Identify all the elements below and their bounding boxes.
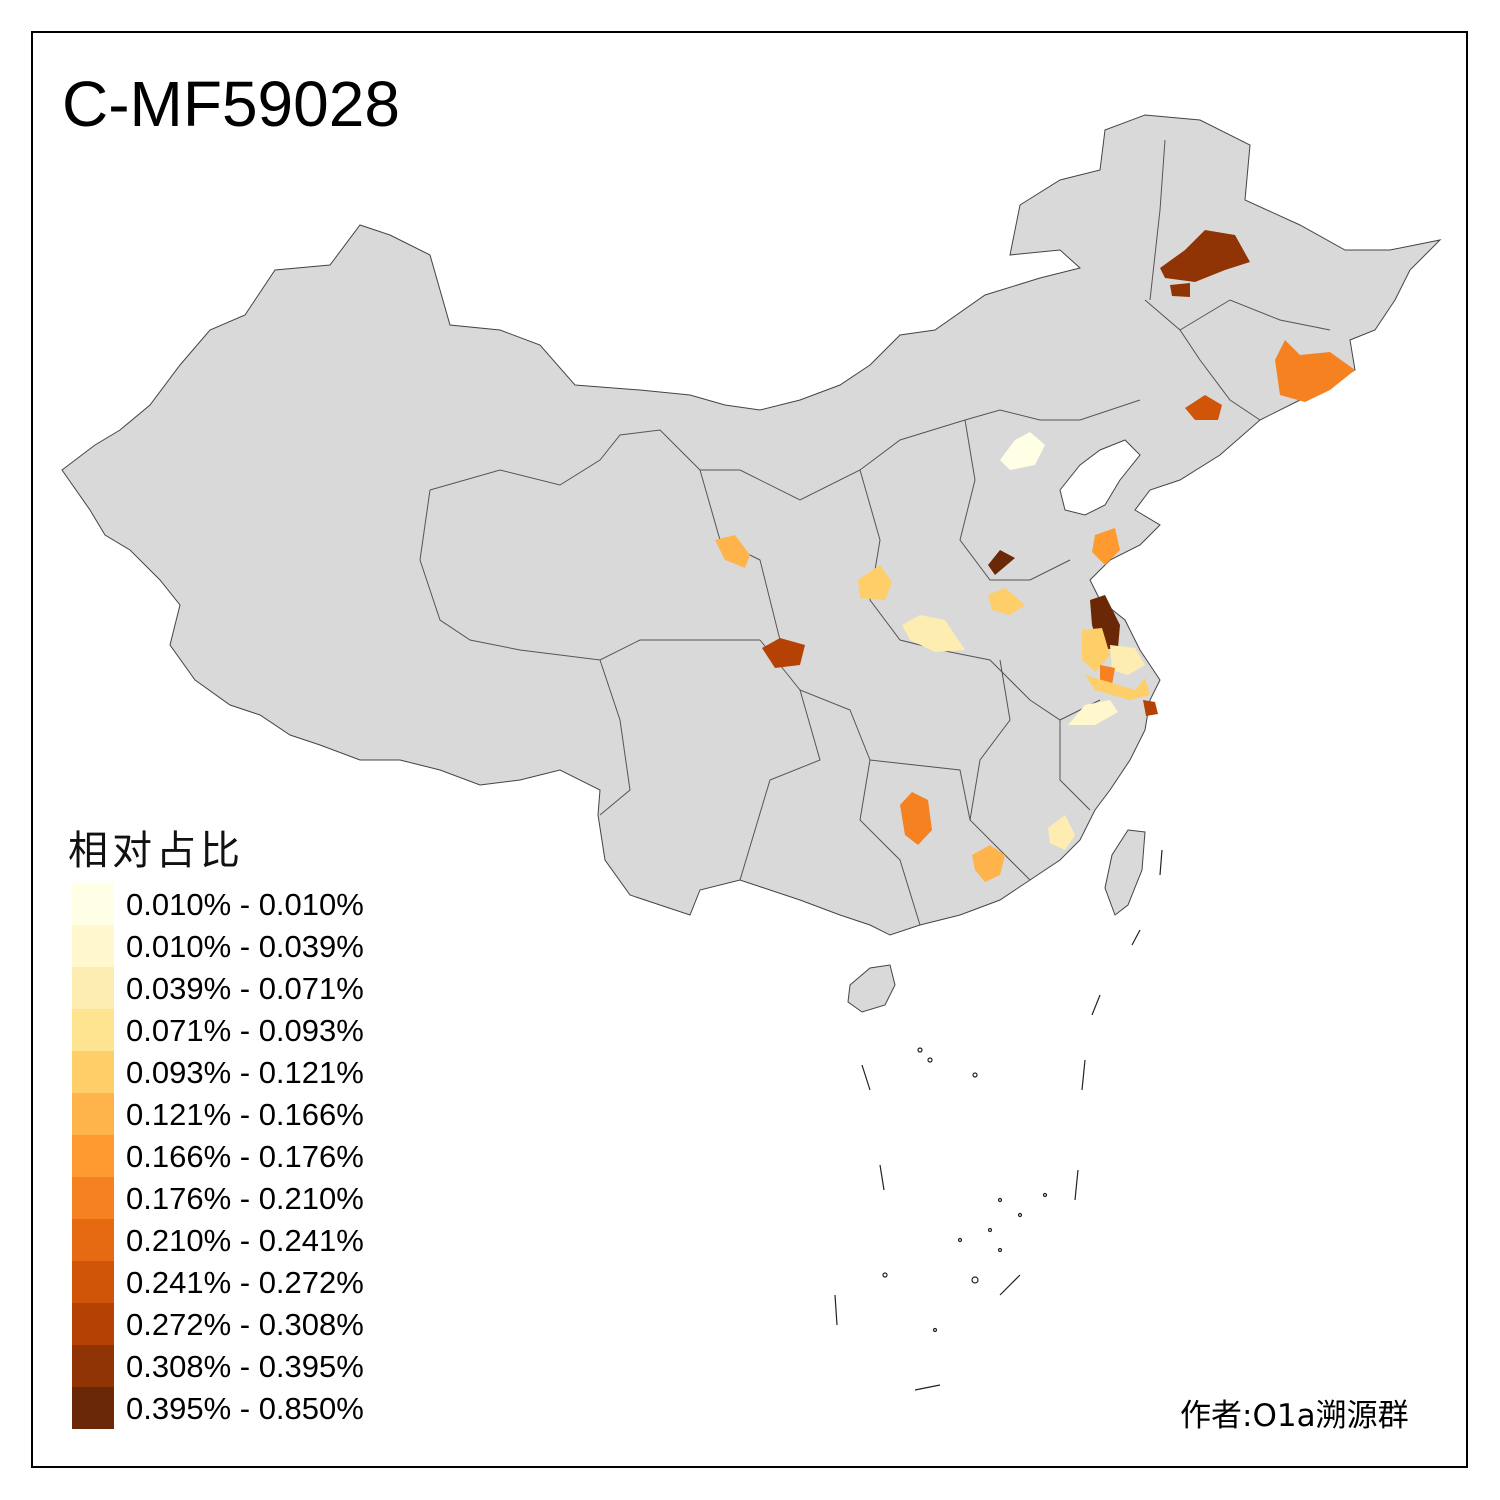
region-shanxi-south — [988, 550, 1015, 575]
taiwan-island — [1104, 829, 1146, 916]
region-sichuan-north — [762, 638, 805, 668]
hainan-island — [847, 964, 896, 1013]
region-shanghai — [1143, 700, 1158, 716]
legend-label: 0.272% - 0.308% — [126, 1307, 364, 1342]
legend-swatch — [72, 1051, 114, 1093]
region-jiangsu-anhui-b — [1110, 645, 1145, 675]
legend-label: 0.210% - 0.241% — [126, 1223, 364, 1258]
legend-swatch — [72, 1009, 114, 1051]
legend-item: 0.010% - 0.039% — [72, 925, 412, 967]
legend-item: 0.166% - 0.176% — [72, 1135, 412, 1177]
legend-item: 0.241% - 0.272% — [72, 1261, 412, 1303]
legend-swatch — [72, 1135, 114, 1177]
region-jiangsu-anhui-d — [1085, 675, 1150, 700]
bohai-sea — [1059, 439, 1141, 516]
region-qinghai-east — [715, 535, 750, 568]
legend-swatch — [72, 1387, 114, 1429]
legend-item: 0.176% - 0.210% — [72, 1177, 412, 1219]
legend-swatch — [72, 1261, 114, 1303]
legend-item: 0.093% - 0.121% — [72, 1051, 412, 1093]
legend-label: 0.395% - 0.850% — [126, 1391, 364, 1426]
china-landmass — [61, 114, 1442, 936]
legend-label: 0.308% - 0.395% — [126, 1349, 364, 1384]
legend-label: 0.093% - 0.121% — [126, 1055, 364, 1090]
legend-item: 0.308% - 0.395% — [72, 1345, 412, 1387]
legend-swatch — [72, 925, 114, 967]
legend-label: 0.039% - 0.071% — [126, 971, 364, 1006]
region-heilongjiang-small — [1170, 283, 1190, 297]
legend-label: 0.166% - 0.176% — [126, 1139, 364, 1174]
legend-swatch — [72, 1345, 114, 1387]
legend-swatch — [72, 1177, 114, 1219]
region-hunan-central — [900, 792, 932, 845]
region-gansu-east — [858, 565, 892, 600]
legend-swatch — [72, 883, 114, 925]
legend-item: 0.071% - 0.093% — [72, 1009, 412, 1051]
region-jiangsu-anhui-c — [1100, 665, 1115, 685]
region-henan-north — [988, 588, 1025, 615]
legend-item: 0.010% - 0.010% — [72, 883, 412, 925]
region-heilongjiang-north — [1160, 230, 1250, 282]
legend-item: 0.395% - 0.850% — [72, 1387, 412, 1429]
legend-label: 0.071% - 0.093% — [126, 1013, 364, 1048]
south-sea-islands — [834, 849, 1163, 1391]
region-beijing — [1000, 432, 1045, 470]
region-jilin-east — [1275, 340, 1355, 402]
map-frame — [31, 31, 1468, 1468]
legend-swatch — [72, 1093, 114, 1135]
map-title: C-MF59028 — [62, 68, 400, 140]
highlighted-regions — [715, 230, 1355, 882]
legend-label: 0.010% - 0.039% — [126, 929, 364, 964]
region-anhui-south — [1068, 700, 1118, 725]
legend-swatch — [72, 1219, 114, 1261]
legend-title: 相对占比 — [68, 828, 244, 874]
legend-item: 0.039% - 0.071% — [72, 967, 412, 1009]
region-guangdong-north — [972, 845, 1005, 882]
region-jilin-central — [1185, 395, 1222, 420]
region-jiangsu-anhui-a — [1082, 628, 1110, 672]
legend-swatch — [72, 1303, 114, 1345]
legend-label: 0.176% - 0.210% — [126, 1181, 364, 1216]
legend-label: 0.241% - 0.272% — [126, 1265, 364, 1300]
author-credit: 作者:O1a溯源群 — [1180, 1398, 1409, 1434]
region-shaanxi-south — [902, 615, 965, 652]
legend-label: 0.010% - 0.010% — [126, 887, 364, 922]
legend-swatch — [72, 967, 114, 1009]
legend-item: 0.121% - 0.166% — [72, 1093, 412, 1135]
legend-label: 0.121% - 0.166% — [126, 1097, 364, 1132]
legend-item: 0.210% - 0.241% — [72, 1219, 412, 1261]
region-shandong-east — [1092, 528, 1120, 565]
region-fujian-central — [1048, 815, 1075, 850]
legend-item: 0.272% - 0.308% — [72, 1303, 412, 1345]
